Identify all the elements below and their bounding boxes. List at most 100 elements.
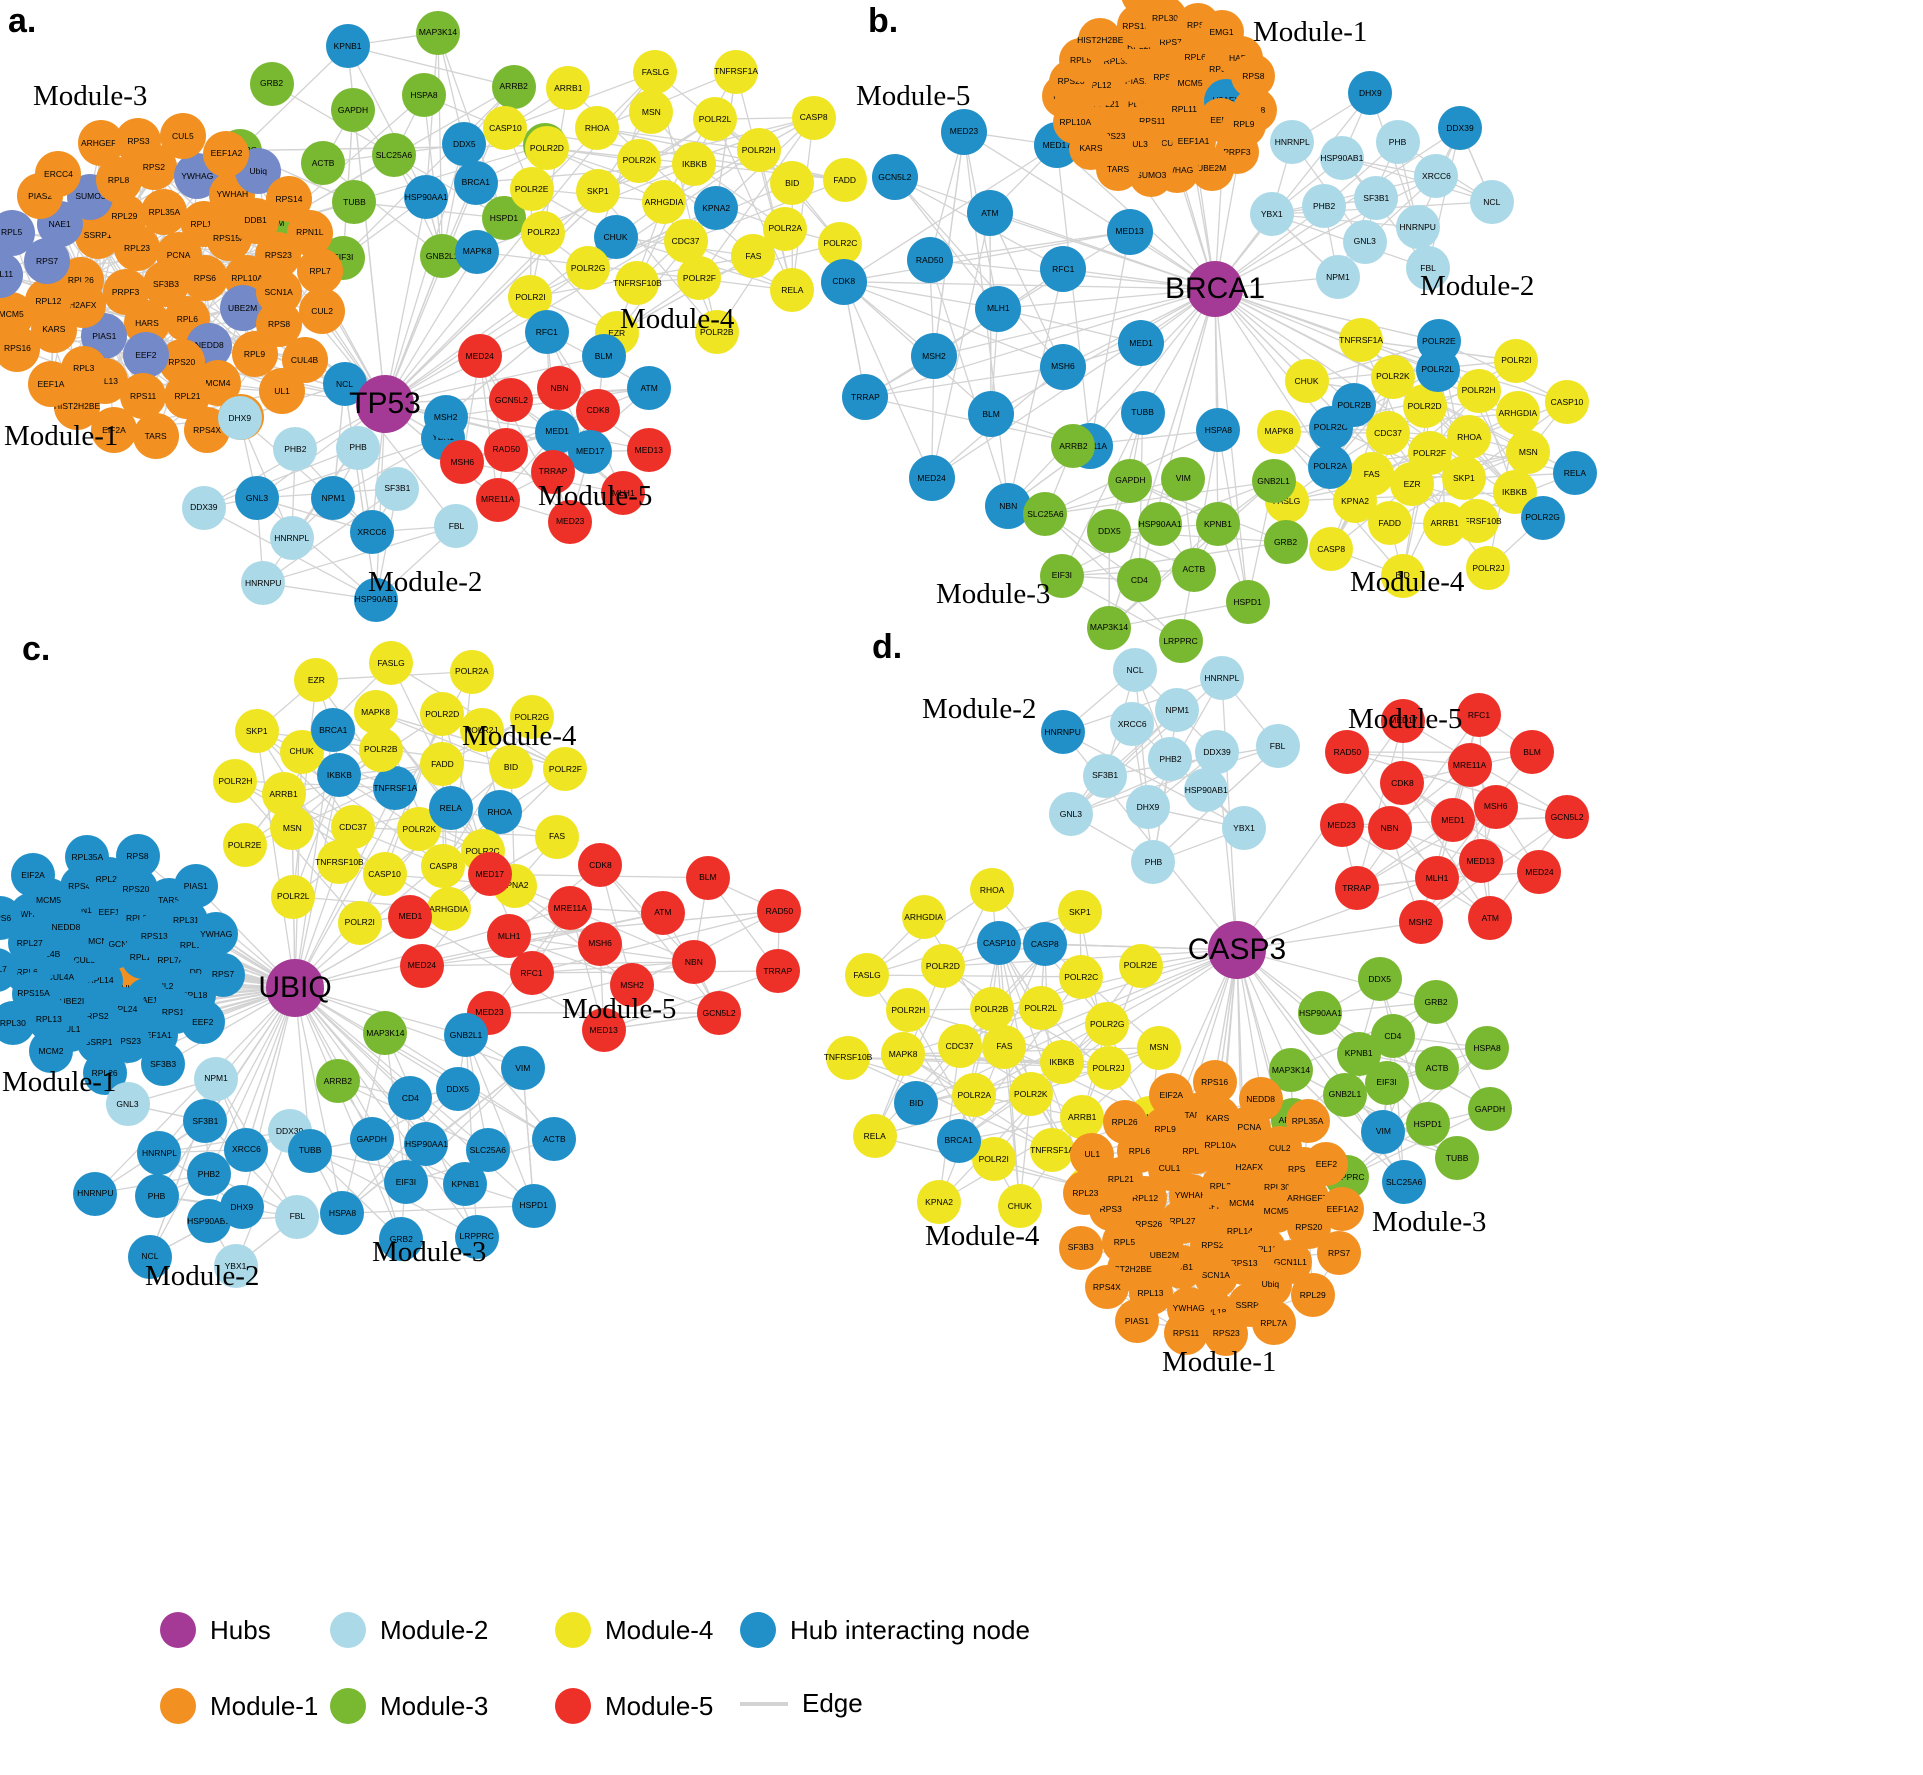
node-rfc1: RFC1 [1456, 693, 1501, 738]
module-label-module-2: Module-2 [145, 1260, 260, 1292]
legend-swatch-module2 [330, 1612, 366, 1648]
node-hnrnpl: HNRNPL [137, 1130, 182, 1175]
node-cd4: CD4 [1370, 1013, 1415, 1058]
node-rpl23: RPL23 [1063, 1171, 1108, 1215]
legend-label: Module-5 [605, 1690, 714, 1721]
node-chuk: CHUK [997, 1183, 1042, 1228]
node-gcn5l2: GCN5L2 [871, 154, 918, 201]
node-polr2b: POLR2B [1332, 383, 1377, 428]
node-grb2: GRB2 [379, 1217, 424, 1262]
node-atm: ATM [627, 366, 672, 411]
node-trrap: TRRAP [755, 949, 800, 994]
node-ybx1: YBX1 [213, 1243, 258, 1288]
node-rpl9: RPL9 [231, 331, 278, 378]
node-polr2h: POLR2H [213, 758, 258, 803]
node-npm1: NPM1 [311, 476, 356, 521]
node-gnl3: GNL3 [1342, 219, 1387, 264]
node-casp10: CASP10 [362, 852, 407, 897]
node-cdk8: CDK8 [820, 258, 867, 305]
node-arrb2: ARRB2 [1051, 423, 1096, 468]
node-cd4: CD4 [388, 1075, 433, 1120]
node-rps6: RPS6 [181, 255, 228, 302]
panel-letter-d: d. [872, 628, 903, 666]
node-hsp90aa1: HSP90AA1 [404, 1122, 449, 1167]
node-skp1: SKP1 [1441, 456, 1486, 501]
node-slc25a6: SLC25A6 [1382, 1160, 1427, 1205]
legend-label: Edge [802, 1688, 863, 1718]
node-brca1: BRCA1 [311, 707, 356, 752]
node-mapk8: MAPK8 [455, 229, 500, 274]
node-rpl7: RPL7 [297, 247, 344, 294]
node-polr2b: POLR2B [358, 727, 403, 772]
node-kpna2: KPNA2 [917, 1180, 962, 1225]
node-rad50: RAD50 [484, 427, 529, 472]
node-phb2: PHB2 [1148, 737, 1193, 782]
node-trrap: TRRAP [1334, 866, 1379, 911]
legend-label: Module-2 [380, 1614, 489, 1645]
node-fadd: FADD [822, 158, 867, 203]
node-mapk8: MAPK8 [881, 1032, 926, 1077]
node-rfc1: RFC1 [1040, 245, 1087, 292]
node-hnrnpu: HNRNPU [1395, 205, 1440, 250]
node-ubiq: Ubiq [1248, 1262, 1293, 1307]
node-gcn5l2: GCN5L2 [697, 991, 742, 1036]
hub-node-ubiq [266, 959, 324, 1017]
node-tnfrsf1a: TNFRSF1A [1339, 318, 1384, 363]
node-nbn: NBN [1367, 806, 1412, 851]
node-phb2: PHB2 [1302, 184, 1347, 229]
module-label-module-4: Module-4 [620, 303, 735, 335]
node-dhx9: DHX9 [217, 395, 262, 440]
node-cdk8: CDK8 [1380, 761, 1425, 806]
node-rad50: RAD50 [757, 888, 802, 933]
node-ddx39: DDX39 [181, 485, 226, 530]
module-label-module-1: Module-1 [2, 1066, 117, 1098]
node-ddx5: DDX5 [1087, 508, 1132, 553]
node-msh6: MSH6 [1039, 343, 1086, 390]
module-label-module-3: Module-3 [936, 578, 1051, 610]
node-dhx9: DHX9 [219, 1184, 264, 1229]
node-polr2l: POLR2L [271, 874, 316, 919]
node-gnb2l1: GNB2L1 [1251, 459, 1296, 504]
module-label-module-3: Module-3 [33, 80, 148, 112]
node-blm: BLM [968, 391, 1015, 438]
node-eif2a: EIF2A [90, 407, 137, 454]
node-rpl30: RPL30 [0, 1001, 35, 1046]
node-kpnb1: KPNB1 [443, 1161, 488, 1206]
node-arrb2: ARRB2 [491, 64, 536, 109]
node-rhoa: RHOA [970, 868, 1015, 913]
node-polr2h: POLR2H [1456, 368, 1501, 413]
node-polr2g: POLR2G [566, 246, 611, 291]
node-npm1: NPM1 [194, 1056, 239, 1101]
node-dhx9: DHX9 [1125, 785, 1170, 830]
node-polr2b: POLR2B [969, 987, 1014, 1032]
node-gnl3: GNL3 [1048, 792, 1093, 837]
node-polr2f: POLR2F [543, 746, 588, 791]
module-label-module-5: Module-5 [1348, 703, 1463, 735]
node-fbl: FBL [1255, 724, 1300, 769]
node-polr2g: POLR2G [509, 694, 554, 739]
node-ddx5: DDX5 [435, 1066, 480, 1111]
node-gapdh: GAPDH [330, 88, 375, 133]
node-hnrnpl: HNRNPL [1199, 655, 1244, 700]
node-sf3b1: SF3B1 [375, 466, 420, 511]
node-blm: BLM [685, 855, 730, 900]
node-polr2g: POLR2G [1085, 1002, 1130, 1047]
node-cul2: CUL2 [299, 288, 346, 335]
node-msh2: MSH2 [423, 394, 468, 439]
node-npm1: NPM1 [1155, 688, 1200, 733]
node-rpl7: RPL7 [0, 947, 19, 992]
node-cdk8: CDK8 [578, 842, 623, 887]
node-mlh1: MLH1 [487, 914, 532, 959]
legend-item-module-5: Module-5 [555, 1688, 713, 1724]
node-med17: MED17 [1381, 698, 1426, 743]
node-lrpprc: LRPPRC [1158, 619, 1203, 664]
legend-item-module-3: Module-3 [330, 1688, 488, 1724]
node-eif3i: EIF3I [1039, 553, 1084, 598]
node-cdc37: CDC37 [937, 1023, 982, 1068]
node-polr2i: POLR2I [337, 900, 382, 945]
node-gnl3: GNL3 [105, 1082, 150, 1127]
node-npm1: NPM1 [1315, 254, 1360, 299]
node-polr2j: POLR2J [1086, 1046, 1131, 1091]
legend-swatch-module3 [330, 1688, 366, 1724]
